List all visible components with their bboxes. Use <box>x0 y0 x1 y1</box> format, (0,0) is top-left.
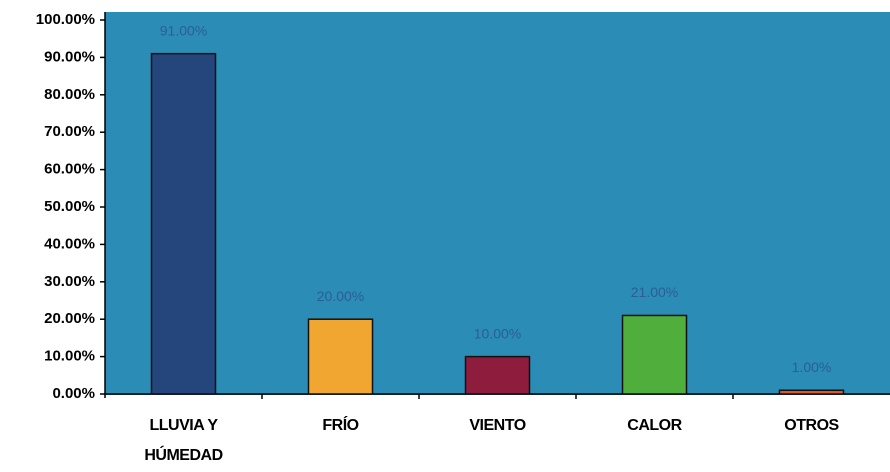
x-tick-label: CALOR <box>627 417 682 434</box>
y-tick-label: 90.00% <box>44 48 95 65</box>
x-tick-label: OTROS <box>784 417 839 434</box>
y-tick-label: 80.00% <box>44 86 95 103</box>
value-label: 20.00% <box>317 288 364 304</box>
bar <box>464 355 531 395</box>
y-tick-label: 0.00% <box>52 385 95 402</box>
y-tick-label: 10.00% <box>44 348 95 365</box>
x-tick-label: LLUVIA Y HÚMEDAD <box>144 417 223 464</box>
plot-area <box>105 12 890 395</box>
y-tick-label: 70.00% <box>44 123 95 140</box>
y-tick-label: 30.00% <box>44 273 95 290</box>
value-label: 1.00% <box>792 359 832 375</box>
y-tick-label: 40.00% <box>44 235 95 252</box>
value-label: 91.00% <box>160 22 207 38</box>
bar <box>150 52 217 395</box>
bar <box>621 314 688 395</box>
y-tick-label: 50.00% <box>44 198 95 215</box>
x-tick-label: FRÍO <box>322 417 359 434</box>
value-label: 21.00% <box>631 284 678 300</box>
value-label: 10.00% <box>474 325 521 341</box>
bar <box>307 318 374 395</box>
y-tick-label: 20.00% <box>44 310 95 327</box>
x-tick-label: VIENTO <box>469 417 526 434</box>
y-tick-label: 60.00% <box>44 161 95 178</box>
bar <box>778 389 845 395</box>
y-tick-label: 100.00% <box>36 11 95 28</box>
